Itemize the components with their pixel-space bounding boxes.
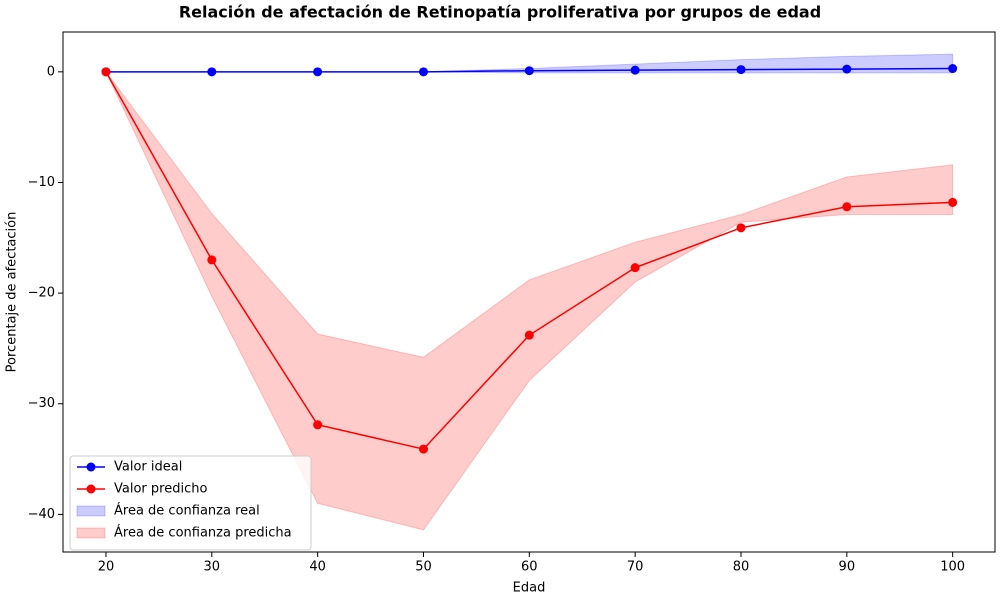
point (313, 420, 323, 430)
x-tick-label: 70 (627, 560, 644, 575)
point (630, 263, 640, 273)
x-axis-label: Edad (513, 581, 546, 596)
y-tick-label: −40 (28, 507, 55, 522)
point (630, 65, 640, 75)
point (842, 202, 852, 212)
point (524, 66, 534, 76)
x-tick-label: 40 (309, 560, 326, 575)
point (842, 64, 852, 74)
legend-label: Área de confianza real (114, 503, 260, 519)
y-tick-label: −10 (28, 175, 55, 190)
x-tick-label: 100 (940, 560, 965, 575)
plot-frame (62, 31, 996, 553)
y-tick-label: −20 (28, 286, 55, 301)
y-tick-label: −30 (28, 396, 55, 411)
x-tick-label: 90 (839, 560, 856, 575)
legend-marker (86, 462, 96, 472)
legend-marker (86, 484, 96, 494)
point (418, 67, 428, 77)
point (948, 197, 958, 207)
legend-patch (76, 527, 106, 539)
legend-patch (76, 505, 106, 517)
confidence-band (105, 71, 954, 531)
x-tick-label: 20 (98, 560, 115, 575)
point (736, 65, 746, 75)
chart-title: Relación de afectación de Retinopatía pr… (179, 3, 821, 22)
y-tick-label: 0 (47, 64, 55, 79)
legend-label: Valor predicho (114, 482, 207, 497)
x-tick-label: 80 (733, 560, 750, 575)
x-tick-label: 60 (521, 560, 538, 575)
legend-label: Área de confianza predicha (114, 525, 292, 541)
point (207, 255, 217, 265)
point (524, 330, 534, 340)
point (101, 67, 111, 77)
legend-box (69, 455, 312, 551)
x-tick-label: 50 (415, 560, 432, 575)
x-tick-label: 30 (204, 560, 221, 575)
legend-label: Valor ideal (114, 460, 182, 475)
point (313, 67, 323, 77)
point (736, 223, 746, 233)
point (948, 64, 958, 74)
point (207, 67, 217, 77)
y-axis-label: Porcentaje de afectación (5, 212, 20, 373)
point (418, 444, 428, 454)
